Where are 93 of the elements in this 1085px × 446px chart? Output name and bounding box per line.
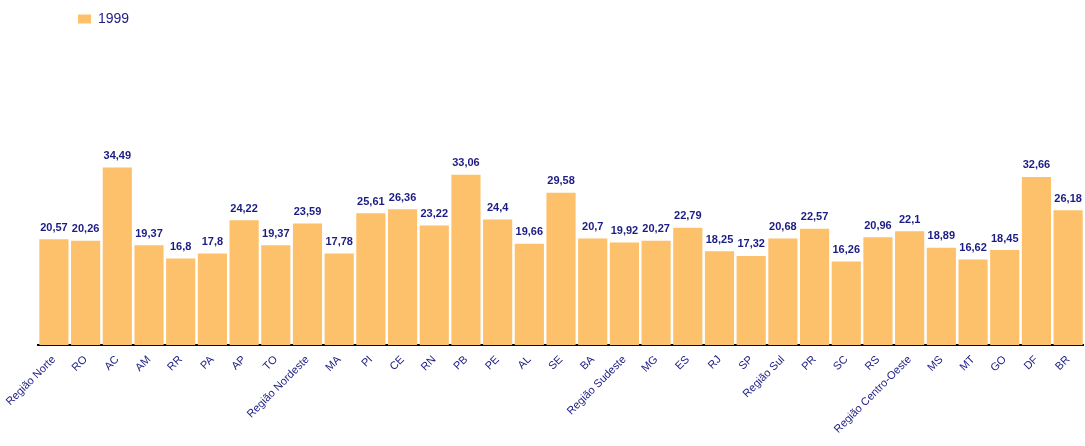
data-label: 16,62 [959, 241, 987, 254]
bar [261, 245, 291, 346]
data-label: 17,32 [737, 237, 765, 250]
data-label: 23,59 [293, 205, 322, 218]
bar [958, 259, 988, 346]
x-tick-label: MT [956, 352, 977, 373]
data-label: 20,26 [71, 222, 100, 235]
bar [641, 240, 671, 346]
x-tick-label: SE [545, 352, 565, 372]
data-label: 16,8 [170, 240, 192, 253]
bar [926, 247, 956, 346]
x-tick-label: SP [735, 352, 755, 372]
bar [387, 209, 418, 346]
data-label: 18,45 [990, 231, 1019, 244]
bar [71, 240, 101, 346]
data-label: 19,37 [262, 226, 290, 239]
bar [1053, 210, 1083, 346]
bar [863, 237, 893, 346]
x-tick-label: RN [418, 352, 438, 373]
data-label: 16,26 [832, 242, 861, 255]
bar [704, 251, 735, 346]
data-label: 34,49 [103, 148, 132, 161]
bar [831, 261, 861, 346]
x-tick-label: BR [1052, 352, 1072, 373]
data-label: 22,1 [898, 212, 921, 225]
data-label: 24,4 [486, 200, 510, 213]
bar [324, 253, 354, 346]
x-tick-label: GO [987, 352, 1009, 374]
bar [419, 225, 449, 346]
bar [609, 242, 639, 346]
bar [483, 219, 513, 346]
x-tick-label: CE [386, 352, 407, 373]
x-tick-label: PA [197, 352, 217, 372]
bar [39, 239, 69, 346]
x-tick-label: AP [228, 352, 248, 372]
data-label: 20,7 [582, 220, 604, 233]
x-tick-label: PI [358, 352, 375, 369]
data-label: 23,22 [420, 207, 449, 220]
bar [229, 220, 259, 346]
x-tick-label: PE [482, 352, 502, 372]
data-label: 20,27 [642, 222, 670, 235]
data-label: 17,8 [201, 234, 224, 247]
x-tick-label: AC [101, 352, 121, 373]
bar [578, 238, 608, 346]
data-label: 19,92 [610, 224, 639, 237]
data-label: 32,66 [1022, 158, 1051, 171]
data-label: 19,66 [515, 225, 544, 238]
data-label: 20,96 [864, 218, 892, 231]
bar [514, 243, 544, 346]
x-tick-label: RO [69, 352, 90, 374]
x-tick-label: BA [577, 352, 597, 372]
bar [102, 167, 132, 346]
legend-label: 1999 [98, 9, 130, 26]
data-label: 18,89 [927, 229, 956, 242]
x-tick-label: RR [164, 352, 185, 373]
bar [1021, 176, 1052, 346]
data-label: 17,78 [325, 235, 353, 248]
x-tick-label: MA [322, 352, 344, 374]
x-tick-label: MS [924, 352, 945, 374]
data-label: 25,61 [357, 194, 385, 207]
data-label: 29,58 [547, 174, 575, 187]
data-label: 20,57 [40, 220, 68, 233]
x-tick-label: RJ [705, 352, 724, 371]
x-tick-label: SC [830, 352, 850, 373]
x-tick-label: DF [1021, 352, 1041, 372]
data-label: 20,68 [769, 220, 797, 233]
bar [673, 227, 703, 346]
bar [356, 213, 386, 346]
bar [292, 223, 323, 346]
bar [736, 255, 766, 346]
bar [768, 238, 798, 346]
bar [451, 174, 481, 346]
bar [546, 192, 576, 346]
x-tick-label: AL [514, 352, 533, 371]
bar [134, 245, 164, 346]
x-tick-label: PR [798, 352, 819, 373]
data-label: 19,37 [135, 226, 163, 239]
data-label: 22,79 [674, 209, 702, 222]
bar [800, 228, 830, 346]
data-label: 26,18 [1054, 191, 1082, 204]
data-label: 33,06 [452, 156, 480, 169]
x-tick-label: AM [132, 352, 153, 374]
data-label: 22,57 [800, 210, 829, 223]
bar [166, 258, 196, 346]
bar [197, 253, 227, 346]
bar [895, 231, 925, 346]
data-label: 24,22 [230, 201, 258, 214]
bar [990, 250, 1020, 346]
x-tick-label: PB [450, 352, 470, 372]
data-label: 18,25 [705, 232, 734, 245]
x-tick-label: ES [672, 352, 692, 372]
x-tick-label: MG [638, 352, 660, 374]
data-label: 26,36 [388, 190, 417, 203]
